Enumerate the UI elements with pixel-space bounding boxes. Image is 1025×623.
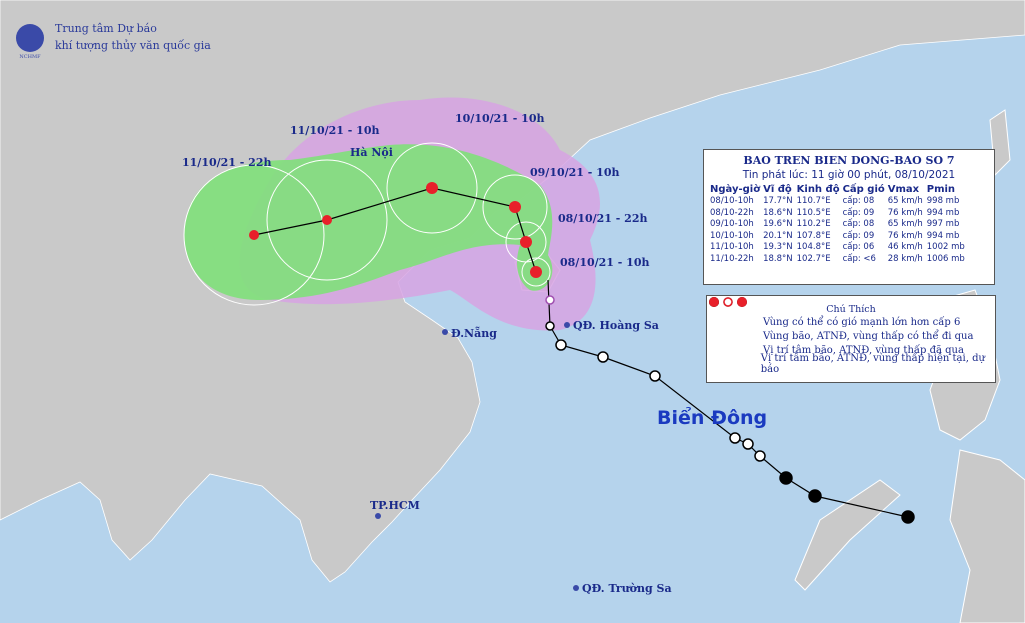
time-label: 08/10/21 - 10h — [560, 256, 650, 269]
info-issued: Tin phát lúc: 11 giờ 00 phút, 08/10/2021 — [742, 169, 956, 181]
header: Trung tâm Dự báo khí tượng thủy văn quốc… — [55, 20, 211, 54]
table-cell: 994 mb — [926, 207, 960, 218]
legend-text: Vị trí tâm bão, ATNĐ, vùng thấp hiện tại… — [760, 353, 985, 375]
table-cell: 17.7°N — [763, 196, 793, 206]
table-cell: 09/10-10h — [710, 219, 754, 229]
column-header: Vmax — [887, 184, 920, 195]
legend-item: Vùng bão, ATNĐ, vùng thấp có thể đi qua — [707, 297, 995, 343]
land — [0, 0, 1025, 583]
table-cell: cấp: 09 — [842, 230, 875, 241]
place-label: Hà Nội — [350, 146, 393, 159]
table-cell: cấp: 08 — [842, 219, 875, 229]
table-cell: 107.8°E — [796, 230, 831, 241]
place-dot — [375, 513, 381, 519]
table-cell: 998 mb — [926, 196, 960, 206]
time-label: 10/10/21 - 10h — [455, 112, 545, 125]
table-cell: 28 km/h — [887, 253, 923, 264]
column-header: Cấp gió — [842, 184, 885, 195]
table-cell: 110.2°E — [796, 219, 831, 229]
table-cell: 10/10-10h — [710, 230, 754, 241]
table-cell: 76 km/h — [887, 230, 923, 241]
table-cell: cấp: 09 — [842, 207, 875, 218]
table-cell: 76 km/h — [887, 207, 923, 218]
table-cell: 994 mb — [926, 230, 960, 241]
table-cell: 65 km/h — [887, 219, 923, 229]
storm-zone — [184, 144, 553, 300]
time-label: 11/10/21 - 22h — [182, 156, 272, 169]
table-row: 09/10-10h 19.6°N 110.2°E cấp: 08 65 km/h 997 … — [710, 219, 969, 231]
column-header: Ngày-giờ — [710, 184, 761, 195]
legend-item: Vị trí tâm bão, ATNĐ, vùng thấp hiện tại… — [707, 297, 995, 375]
table-row: 11/10-22h 18.8°N 102.7°E cấp: <6 28 km/h 1006… — [710, 254, 969, 266]
sea-label: Biển Đông — [657, 406, 767, 429]
logo-text: NCHMF — [19, 54, 41, 60]
column-header: Pmin — [926, 184, 956, 195]
org-name: khí tượng thủy văn quốc gia — [55, 39, 211, 52]
legend-text: Vị trí tâm bão, ATNĐ, vùng thấp đã qua — [763, 344, 964, 356]
table-row: 10/10-10h 20.1°N 107.8°E cấp: 09 76 km/h 994 … — [710, 231, 969, 243]
table-cell: 11/10-22h — [710, 253, 754, 264]
table-cell: 110.7°E — [796, 196, 831, 206]
place-dot — [442, 329, 448, 335]
table-cell: 102.7°E — [796, 253, 831, 264]
info-box: BAO TREN BIEN DONG-BAO SO 7 Tin phát lúc… — [703, 149, 995, 285]
table-cell: cấp: 08 — [842, 196, 875, 206]
place-dot — [564, 322, 570, 328]
radius-circles — [183, 142, 551, 306]
forecast-points — [249, 182, 542, 278]
logo — [16, 24, 44, 52]
table-cell: 19.6°N — [763, 219, 793, 229]
legend: Chú Thích Vùng có thể có gió mạnh lớn hơ… — [706, 295, 996, 383]
table-cell: 11/10-10h — [710, 242, 754, 252]
legend-item: Vùng có thể có gió mạnh lớn hơn cấp 6 — [707, 297, 995, 329]
legend-title: Chú Thích — [826, 304, 876, 315]
past-points — [545, 295, 915, 524]
column-header: Kinh độ — [796, 184, 840, 195]
table-row: 11/10-10h 19.3°N 104.8°E cấp: 06 46 km/h 1002… — [710, 242, 969, 254]
table-row: 08/10-10h 17.7°N 110.7°E cấp: 08 65 km/h 998 … — [710, 196, 969, 208]
legend-text: Vùng có thể có gió mạnh lớn hơn cấp 6 — [763, 316, 961, 328]
table-cell: 1002 mb — [926, 242, 965, 252]
table-cell: 997 mb — [926, 219, 960, 229]
column-header: Vĩ độ — [763, 184, 792, 195]
info-title: BAO TREN BIEN DONG-BAO SO 7 — [743, 154, 955, 167]
table-cell: 18.6°N — [763, 207, 793, 218]
table-cell: 104.8°E — [796, 242, 831, 252]
place-dot — [573, 585, 579, 591]
table-cell: 18.8°N — [763, 253, 793, 264]
table-cell: cấp: 06 — [842, 242, 875, 252]
table-cell: 20.1°N — [763, 230, 793, 241]
place-label: Đ.Nẵng — [451, 327, 497, 340]
table-row: 08/10-22h 18.6°N 110.5°E cấp: 09 76 km/h 994 … — [710, 208, 969, 220]
place-label: QĐ. Trường Sa — [582, 582, 672, 595]
place-label: TP.HCM — [370, 499, 420, 512]
legend-text: Vùng bão, ATNĐ, vùng thấp có thể đi qua — [763, 330, 974, 342]
table-cell: 08/10-10h — [710, 196, 754, 206]
place-label: QĐ. Hoàng Sa — [573, 319, 659, 332]
table-cell: 65 km/h — [887, 196, 923, 206]
time-label: 11/10/21 - 10h — [290, 124, 380, 137]
table-cell: 46 km/h — [887, 242, 923, 252]
table-cell: 08/10-22h — [710, 207, 754, 218]
table-cell: 1006 mb — [926, 253, 965, 264]
org-name: Trung tâm Dự báo — [55, 22, 157, 35]
info-table: Ngày-giờ Vĩ độ Kinh độ Cấp gió Vmax Pmin 08/10… — [710, 183, 969, 265]
time-label: 09/10/21 - 10h — [530, 166, 620, 179]
table-cell: 110.5°E — [796, 207, 831, 218]
table-cell: cấp: <6 — [842, 253, 876, 264]
table-cell: 19.3°N — [763, 242, 793, 252]
time-label: 08/10/21 - 22h — [558, 212, 648, 225]
